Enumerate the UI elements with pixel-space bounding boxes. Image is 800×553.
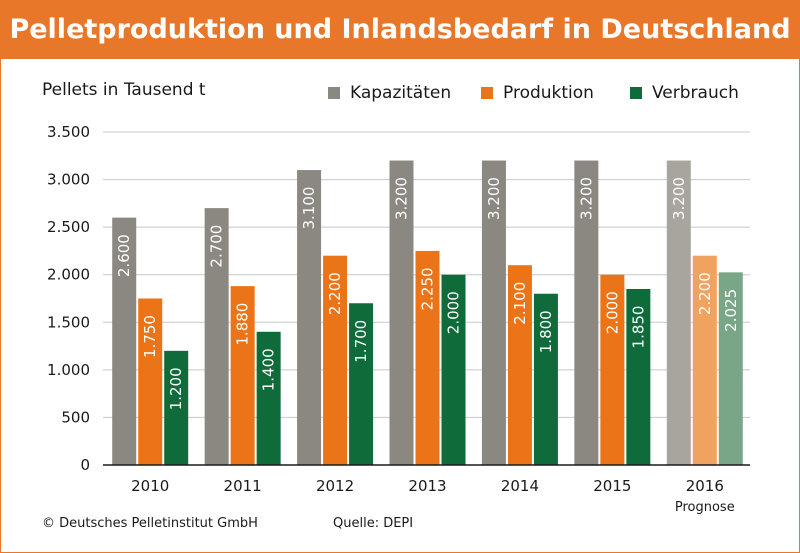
y-tick-label: 3.000 xyxy=(47,171,90,189)
bar-value-label: 2.700 xyxy=(208,225,226,268)
bar-value-label: 2.600 xyxy=(115,234,133,277)
bar-value-label: 2.100 xyxy=(511,282,529,325)
bar-kapazitaeten xyxy=(481,160,506,466)
bar-kapazitaeten xyxy=(666,160,691,466)
y-tick-label: 3.500 xyxy=(47,123,90,141)
copyright-note: © Deutsches Pelletinstitut GmbH xyxy=(42,516,258,531)
bar-value-label: 1.880 xyxy=(234,303,252,346)
y-tick-label: 2.000 xyxy=(47,266,90,284)
bar-value-label: 3.200 xyxy=(393,177,411,220)
legend-item-verbrauch: Verbrauch xyxy=(630,82,739,104)
bar-value-label: 2.200 xyxy=(696,272,714,315)
y-tick-label: 500 xyxy=(61,408,90,426)
bar-kapazitaeten xyxy=(389,160,414,466)
chart-title: Pelletproduktion und Inlandsbedarf in De… xyxy=(9,14,791,45)
x-tick-label: 2012 xyxy=(316,477,354,495)
bar-value-label: 2.000 xyxy=(445,291,463,334)
bar-produktion xyxy=(415,250,440,465)
bar-value-label: 1.850 xyxy=(629,306,647,349)
title-bar: Pelletproduktion und Inlandsbedarf in De… xyxy=(1,1,799,59)
bar-value-label: 1.800 xyxy=(537,310,555,353)
bar-kapazitaeten xyxy=(112,217,137,465)
bar-verbrauch xyxy=(164,350,189,465)
bar-produktion xyxy=(323,255,348,465)
y-axis-label: Pellets in Tausend t xyxy=(42,80,206,100)
bar-value-label: 1.400 xyxy=(260,348,278,391)
x-tick-label: 2016 xyxy=(686,477,724,495)
bar-value-label: 3.200 xyxy=(485,177,503,220)
x-tick-label: 2011 xyxy=(224,477,262,495)
bar-verbrauch xyxy=(441,274,466,465)
bar-value-label: 1.750 xyxy=(141,315,159,358)
y-tick-label: 1.500 xyxy=(47,313,90,331)
bar-verbrauch xyxy=(626,288,651,465)
y-tick-label: 1.000 xyxy=(47,361,90,379)
bar-produktion xyxy=(138,298,163,465)
bar-kapazitaeten xyxy=(574,160,599,466)
legend-item-produktion: Produktion xyxy=(481,82,594,104)
bar-kapazitaeten xyxy=(297,170,322,466)
y-tick-label: 2.500 xyxy=(47,218,90,236)
bar-value-label: 2.000 xyxy=(603,291,621,334)
bar-produktion xyxy=(230,286,255,465)
legend-swatch-verbrauch xyxy=(630,87,642,99)
legend-label-verbrauch: Verbrauch xyxy=(652,83,739,103)
bar-value-label: 3.200 xyxy=(670,177,688,220)
bar-value-label: 3.200 xyxy=(577,177,595,220)
x-tick-label: 2014 xyxy=(501,477,539,495)
x-tick-label: 2013 xyxy=(408,477,446,495)
x-tick-label: 2015 xyxy=(593,477,631,495)
bar-produktion xyxy=(600,274,625,465)
legend-label-produktion: Produktion xyxy=(503,83,594,103)
bar-verbrauch xyxy=(718,272,743,465)
bar-produktion xyxy=(507,265,532,465)
bar-verbrauch xyxy=(256,331,281,465)
bar-value-label: 1.200 xyxy=(167,367,185,410)
bar-value-label: 1.700 xyxy=(352,320,370,363)
x-tick-label: 2010 xyxy=(131,477,169,495)
bar-value-label: 2.200 xyxy=(326,272,344,315)
y-tick-label: 0 xyxy=(80,456,90,474)
bar-value-label: 3.100 xyxy=(300,187,318,230)
bar-value-label: 2.250 xyxy=(419,267,437,310)
source-note: Quelle: DEPI xyxy=(333,516,414,531)
x-tick-note: Prognose xyxy=(675,500,735,515)
bar-kapazitaeten xyxy=(204,208,229,465)
bar-verbrauch xyxy=(349,303,374,465)
bar-produktion xyxy=(692,255,717,465)
bar-value-label: 2.025 xyxy=(722,289,740,332)
legend-swatch-kapazitaeten xyxy=(328,87,340,99)
legend-item-kapazitaeten: Kapazitäten xyxy=(328,82,451,104)
bar-verbrauch xyxy=(533,293,558,465)
legend: Kapazitäten Produktion Verbrauch xyxy=(0,82,800,106)
legend-swatch-produktion xyxy=(481,87,493,99)
legend-label-kapazitaeten: Kapazitäten xyxy=(350,83,452,103)
